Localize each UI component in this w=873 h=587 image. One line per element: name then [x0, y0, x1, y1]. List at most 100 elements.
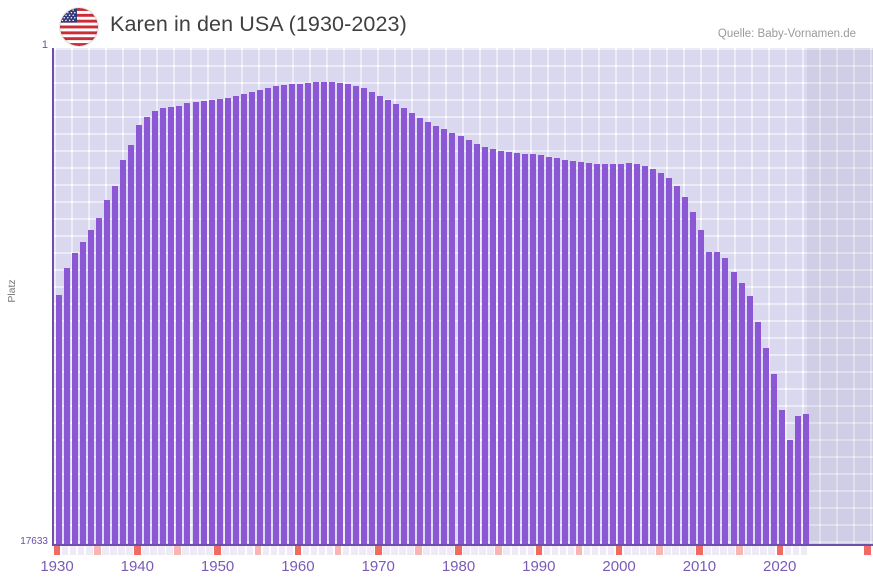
x-axis-tick — [559, 546, 567, 555]
x-axis-tick — [728, 546, 735, 555]
bar — [112, 186, 119, 544]
x-axis-ticks — [52, 546, 873, 555]
x-axis-tick — [447, 546, 454, 555]
bar — [401, 108, 408, 544]
bar — [537, 155, 544, 544]
x-axis-tick — [744, 546, 751, 555]
x-axis-label: 1950 — [200, 558, 235, 575]
x-axis-tick — [607, 546, 615, 555]
x-axis-tick — [439, 546, 446, 555]
x-axis-tick — [342, 546, 350, 555]
bar — [585, 163, 592, 544]
bar — [136, 125, 143, 544]
bar — [369, 92, 376, 544]
bar — [465, 140, 472, 544]
y-axis-title: Platz — [6, 279, 18, 303]
x-axis-tick — [399, 546, 406, 555]
bar — [192, 102, 199, 544]
x-axis-label: 1930 — [40, 558, 74, 575]
bar — [248, 92, 255, 544]
us-flag-icon — [60, 8, 98, 46]
x-axis-tick — [238, 546, 246, 555]
x-axis-tick — [591, 546, 599, 555]
bar — [88, 230, 95, 544]
x-axis-tick — [760, 546, 768, 555]
bar — [312, 82, 319, 544]
x-axis-line — [52, 544, 873, 546]
x-axis-tick — [254, 546, 262, 555]
x-axis-tick — [383, 546, 390, 555]
x-axis-label: 1980 — [441, 558, 476, 575]
x-axis-tick — [864, 546, 871, 555]
x-axis-tick — [535, 546, 543, 555]
x-axis-tick — [69, 546, 77, 555]
x-axis-label: 1940 — [120, 558, 154, 575]
x-axis-tick — [190, 546, 197, 555]
bar — [722, 258, 729, 544]
bar — [449, 133, 456, 544]
bar — [762, 348, 769, 544]
x-axis-tick — [350, 546, 358, 555]
chart-header: Karen in den USA (1930-2023) Quelle: Bab… — [0, 0, 873, 46]
x-axis-tick — [455, 546, 462, 555]
bar — [794, 416, 801, 544]
bar — [120, 160, 127, 544]
x-axis-tick — [366, 546, 374, 555]
bar — [240, 94, 247, 544]
x-axis-tick — [423, 546, 430, 555]
bar — [409, 113, 416, 544]
x-axis-tick — [334, 546, 342, 555]
bar — [714, 252, 721, 544]
bar — [72, 253, 79, 544]
bar — [513, 153, 520, 544]
bar — [320, 82, 327, 544]
x-axis-tick — [688, 546, 695, 555]
x-axis-tick — [672, 546, 679, 555]
x-axis-tick — [142, 546, 149, 555]
y-axis-top-tick-label: 1 — [41, 39, 48, 51]
bar — [441, 129, 448, 544]
bar — [417, 118, 424, 544]
x-axis-tick — [664, 546, 671, 555]
x-axis-tick — [182, 546, 189, 555]
bar — [481, 147, 488, 544]
x-axis-label: 1960 — [281, 558, 315, 575]
x-axis-tick — [768, 546, 776, 555]
bar — [802, 414, 809, 544]
plot-area — [52, 48, 873, 544]
bar — [577, 162, 584, 544]
bar — [778, 410, 785, 544]
x-axis-tick — [623, 546, 631, 555]
bar — [184, 103, 191, 544]
bar — [296, 84, 303, 544]
page-title: Karen in den USA (1930-2023) — [110, 12, 407, 36]
bar — [104, 200, 111, 544]
x-axis-tick — [712, 546, 719, 555]
bar — [272, 86, 279, 544]
bar — [545, 157, 552, 544]
bar — [650, 169, 657, 544]
bar — [666, 178, 673, 544]
x-axis-tick — [776, 546, 784, 555]
bar — [264, 88, 271, 544]
x-axis-tick — [214, 546, 221, 555]
bar — [698, 230, 705, 544]
x-axis-label: 2020 — [763, 558, 797, 575]
bar — [690, 212, 697, 544]
bar — [634, 164, 641, 544]
x-axis-tick — [222, 546, 230, 555]
x-axis-tick — [278, 546, 286, 555]
bar — [96, 218, 103, 544]
x-axis-tick — [656, 546, 663, 555]
x-axis-tick — [166, 546, 173, 555]
x-axis-tick — [110, 546, 117, 555]
x-axis-tick — [479, 546, 486, 555]
x-axis-tick — [615, 546, 623, 555]
bar — [529, 154, 536, 544]
x-axis-labels: 1930 1940 1950 1960 1970 1980 1990 2000 2010 2020 — [40, 558, 873, 584]
bar — [642, 166, 649, 544]
x-axis-tick — [375, 546, 382, 555]
bar — [200, 101, 207, 544]
x-axis-tick — [126, 546, 133, 555]
